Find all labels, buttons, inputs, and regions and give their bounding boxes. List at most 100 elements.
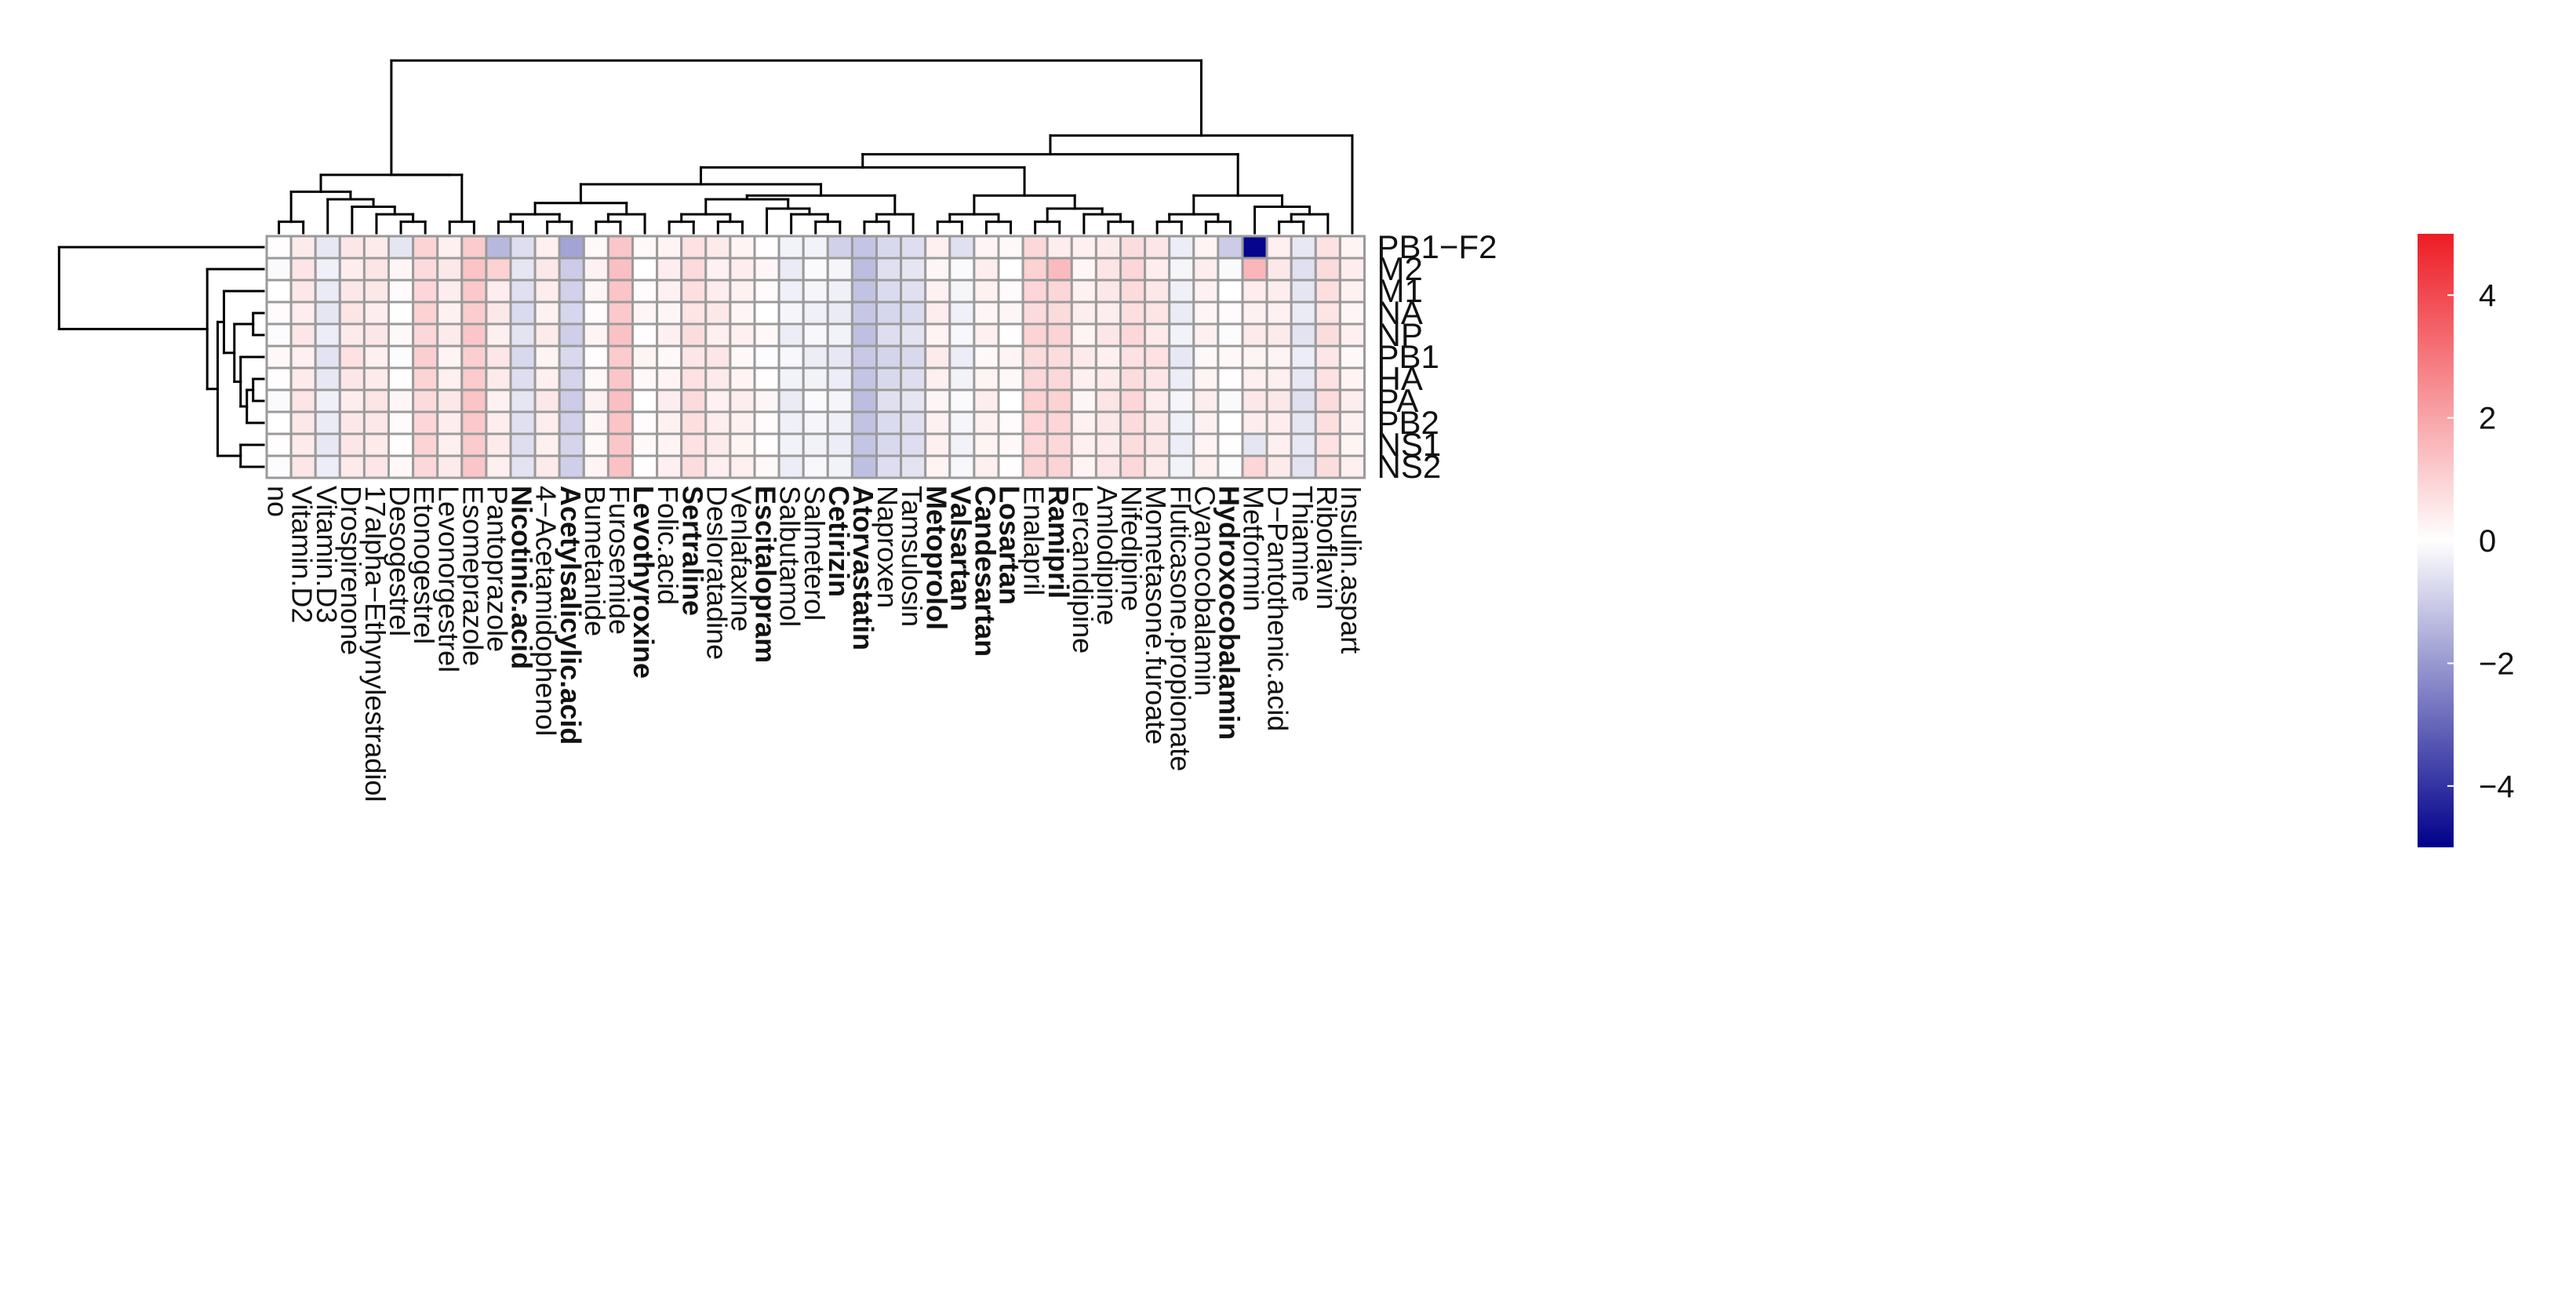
- heatmap-cell: [1094, 454, 1122, 479]
- heatmap-cell: [460, 322, 488, 348]
- row-label: PB1−F2: [1377, 228, 1497, 265]
- heatmap-cell: [1338, 257, 1366, 282]
- heatmap-cell: [802, 432, 829, 457]
- heatmap-cell: [387, 410, 415, 435]
- heatmap-cell: [485, 410, 512, 435]
- heatmap-cell: [1046, 432, 1073, 457]
- heatmap-cell: [1290, 410, 1317, 435]
- heatmap-cell: [973, 432, 1000, 457]
- heatmap-cell: [1070, 388, 1097, 413]
- heatmap-cell: [729, 322, 756, 348]
- heatmap-cell: [1094, 432, 1122, 457]
- heatmap-cell: [948, 366, 976, 392]
- heatmap-cell: [606, 432, 635, 457]
- heatmap-cell: [1168, 366, 1195, 392]
- heatmap-cell: [1070, 454, 1097, 479]
- heatmap-cell: [582, 300, 609, 326]
- heatmap-cell: [314, 410, 341, 435]
- heatmap-cell: [606, 257, 635, 282]
- heatmap-cell: [265, 344, 293, 370]
- heatmap-cell: [1094, 300, 1122, 326]
- legend-tick-label: −4: [2479, 770, 2515, 804]
- heatmap-cell: [1094, 257, 1122, 282]
- heatmap-cell: [729, 454, 756, 479]
- heatmap-cell: [948, 235, 976, 260]
- column-label: 4−Acetamidophenol: [530, 486, 562, 736]
- heatmap-cell: [1314, 257, 1341, 282]
- heatmap-cell: [1168, 300, 1195, 326]
- heatmap-cell: [1144, 322, 1171, 348]
- heatmap-cell: [875, 454, 903, 479]
- heatmap-cell: [802, 388, 829, 413]
- heatmap-cell: [729, 432, 756, 457]
- heatmap-cell: [265, 235, 293, 260]
- heatmap-cell: [362, 322, 390, 348]
- heatmap-cell: [436, 410, 464, 435]
- heatmap-cell: [362, 366, 390, 392]
- heatmap-cell: [314, 388, 341, 413]
- heatmap-cell: [826, 322, 853, 348]
- heatmap-cell: [436, 454, 464, 479]
- heatmap-cell: [1119, 344, 1147, 370]
- heatmap-cell: [1217, 410, 1244, 435]
- heatmap-cell: [948, 410, 976, 435]
- heatmap-cell: [289, 322, 317, 348]
- heatmap-cell: [826, 300, 853, 326]
- heatmap-cell: [1119, 432, 1147, 457]
- heatmap-cell: [387, 235, 415, 260]
- heatmap-cell: [753, 410, 780, 435]
- heatmap-cell: [558, 300, 585, 326]
- heatmap-cell: [656, 344, 683, 370]
- heatmap-cell: [1021, 279, 1049, 304]
- heatmap-cell: [777, 454, 805, 479]
- heatmap-cell: [997, 388, 1024, 413]
- heatmap-cell: [777, 410, 805, 435]
- heatmap-cell: [582, 322, 609, 348]
- heatmap-cell: [1338, 366, 1366, 392]
- heatmap-cell: [1046, 235, 1073, 260]
- heatmap-cell: [1241, 300, 1268, 326]
- heatmap-cell: [704, 322, 732, 348]
- heatmap-cell: [973, 410, 1000, 435]
- heatmap-cell: [826, 279, 853, 304]
- row-label: HA: [1377, 360, 1423, 397]
- heatmap-cell: [1046, 322, 1073, 348]
- heatmap-cell: [631, 279, 659, 304]
- heatmap-cell: [973, 322, 1000, 348]
- row-label: PB2: [1377, 404, 1439, 441]
- heatmap-cell: [606, 235, 635, 260]
- heatmap-cell: [973, 300, 1000, 326]
- heatmap-cell: [997, 366, 1024, 392]
- row-label: M2: [1377, 250, 1423, 287]
- heatmap-cell: [900, 388, 927, 413]
- heatmap-cell: [1338, 410, 1366, 435]
- column-label: Nifedipine: [1115, 486, 1148, 611]
- heatmap-cell: [802, 257, 829, 282]
- column-label: no: [262, 486, 294, 517]
- heatmap-cell: [1070, 410, 1097, 435]
- heatmap-cell: [606, 388, 635, 413]
- heatmap-cell: [606, 366, 635, 392]
- heatmap-cell: [1265, 300, 1293, 326]
- heatmap-cell: [362, 257, 390, 282]
- heatmap-cell: [436, 300, 464, 326]
- heatmap-cell: [973, 454, 1000, 479]
- heatmap-cell: [338, 454, 366, 479]
- heatmap-cell: [362, 300, 390, 326]
- column-label: Mometasone.furoate: [1140, 486, 1172, 745]
- heatmap-cell: [1265, 322, 1293, 348]
- heatmap-cell: [1094, 388, 1122, 413]
- heatmap-cell: [631, 344, 659, 370]
- heatmap-cell: [338, 432, 366, 457]
- heatmap-cell: [1314, 410, 1341, 435]
- heatmap-cell: [1094, 410, 1122, 435]
- column-label: Furosemide: [603, 486, 635, 635]
- heatmap-cell: [533, 235, 561, 260]
- heatmap-cell: [997, 322, 1024, 348]
- heatmap-cell: [533, 344, 561, 370]
- heatmap-cell: [509, 388, 537, 413]
- heatmap-cell: [1314, 235, 1341, 260]
- heatmap-cell: [875, 257, 903, 282]
- heatmap-cell: [875, 235, 903, 260]
- heatmap-cell: [338, 410, 366, 435]
